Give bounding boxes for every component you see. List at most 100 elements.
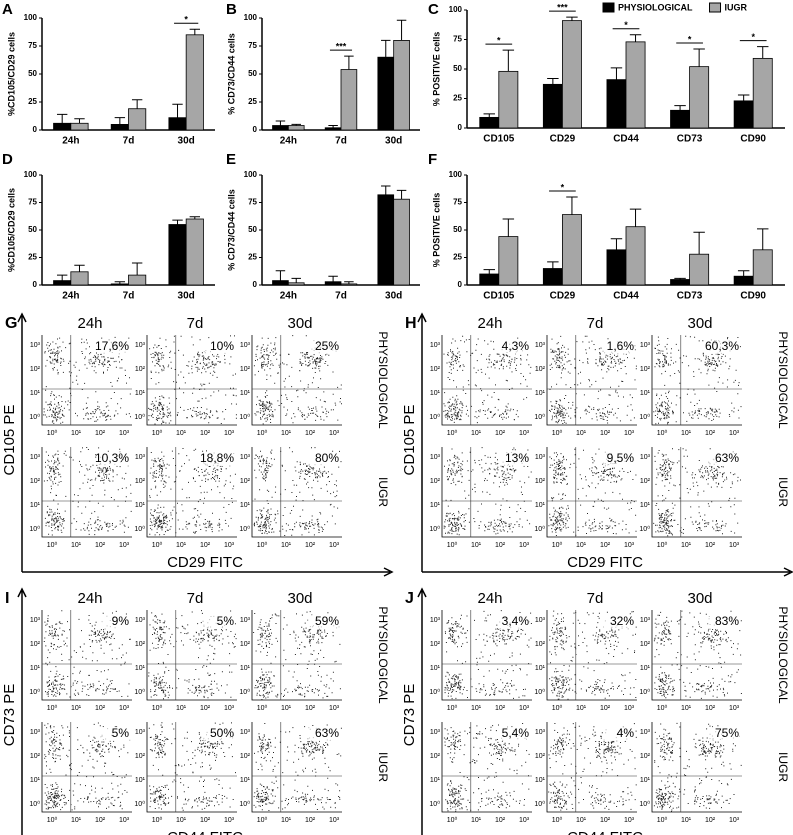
plot-y-tick: 10¹ <box>640 502 651 509</box>
plot-x-tick: 10¹ <box>71 430 82 437</box>
plot-y-tick: 10¹ <box>430 390 441 397</box>
label-bg <box>98 340 130 354</box>
error-bar <box>74 118 85 124</box>
significance-label: *** <box>557 2 568 12</box>
plot-frame <box>251 722 342 813</box>
y-axis-title: %CD105/CD29 cells <box>6 32 16 116</box>
plot-frame <box>651 722 742 813</box>
quadrant-lines <box>442 610 532 700</box>
error-bar <box>396 19 407 41</box>
plot-y-tick: 10² <box>135 366 146 373</box>
y-tick-label: 0 <box>253 280 258 289</box>
error-bar <box>114 281 126 284</box>
quadrant-lines <box>252 335 342 425</box>
quadrant-lines <box>442 335 532 425</box>
column-header: 7d <box>187 315 204 332</box>
error-bar <box>275 270 286 281</box>
plot-y-tick: 10³ <box>430 342 441 349</box>
y-tick-label: 100 <box>244 13 258 22</box>
bar <box>542 83 563 129</box>
plot-y-tick: 10² <box>535 366 546 373</box>
plot-frame <box>651 447 742 538</box>
error-bar <box>610 67 623 80</box>
plot-y-tick: 10³ <box>240 729 251 736</box>
plot-x-tick: 10² <box>305 430 316 437</box>
y-tick-label: 75 <box>28 198 37 207</box>
error-bar <box>757 228 769 250</box>
x-tick-label: 7d <box>123 136 135 147</box>
plot-y-tick: 10² <box>240 753 251 760</box>
cell-dots <box>253 447 342 536</box>
percentage: 9% <box>112 614 130 628</box>
percentage: 1,6% <box>607 339 635 353</box>
percentage: 5,4% <box>502 726 530 740</box>
error-bar <box>172 103 183 118</box>
plot-y-tick: 10³ <box>535 454 546 461</box>
plot-y-tick: 10² <box>240 366 251 373</box>
x-tick-label: 7d <box>335 291 347 302</box>
quadrant-lines <box>652 722 742 812</box>
plot-frame <box>41 610 132 701</box>
plot-y-tick: 10⁰ <box>239 688 250 696</box>
plot-x-tick: 10² <box>705 817 716 824</box>
bar <box>498 236 519 286</box>
x-tick-label: CD44 <box>613 134 639 145</box>
error-bar <box>674 105 686 111</box>
plot-x-tick: 10² <box>495 430 506 437</box>
error-bar <box>328 125 338 128</box>
column-header: 7d <box>587 590 604 607</box>
percentage: 18,8% <box>200 451 234 465</box>
y-arrow <box>417 587 427 835</box>
y-tick-label: 50 <box>453 225 462 234</box>
percentage: 50% <box>210 726 234 740</box>
y-tick-label: 100 <box>449 170 463 179</box>
cell-dots <box>548 448 637 536</box>
y-axis-title: CD105 PE <box>401 405 418 476</box>
bar <box>272 125 289 131</box>
plot-y-tick: 10³ <box>135 617 146 624</box>
plot-frame <box>41 335 132 426</box>
plot-x-tick: 10⁰ <box>447 541 458 549</box>
plot-y-tick: 10² <box>535 753 546 760</box>
plot-y-tick: 10¹ <box>30 390 41 397</box>
bar <box>377 56 395 131</box>
plot-y-tick: 10² <box>30 366 41 373</box>
bar <box>670 279 691 286</box>
error-bar <box>131 99 143 109</box>
legend-label: PHYSIOLOGICAL <box>618 2 693 12</box>
bar <box>498 70 519 129</box>
error-bar <box>737 94 750 101</box>
plot-y-tick: 10⁰ <box>134 525 145 533</box>
label-bg <box>98 727 130 741</box>
plot-x-tick: 10¹ <box>71 705 82 712</box>
x-tick-label: 24h <box>62 291 79 302</box>
plot-y-tick: 10¹ <box>240 777 251 784</box>
plot-y-tick: 10¹ <box>135 390 146 397</box>
error-bar <box>114 117 126 125</box>
row-label: PHYSIOLOGICAL <box>376 606 390 704</box>
plot-x-tick: 10⁰ <box>257 704 268 712</box>
row-label: IUGR <box>776 752 790 782</box>
y-tick-label: 100 <box>24 13 38 22</box>
bar <box>689 66 710 129</box>
label-bg <box>708 615 740 629</box>
y-tick-label: 100 <box>449 5 463 14</box>
plot-y-tick: 10² <box>640 366 651 373</box>
plot-y-tick: 10³ <box>135 342 146 349</box>
plot-frame <box>146 335 237 426</box>
plot-y-tick: 10⁰ <box>639 525 650 533</box>
plot-x-tick: 10¹ <box>576 430 587 437</box>
plot-x-tick: 10¹ <box>681 817 692 824</box>
y-tick-label: 25 <box>248 97 257 106</box>
label-bg <box>308 340 340 354</box>
panel-letter: I <box>5 590 9 607</box>
plot-y-tick: 10³ <box>30 454 41 461</box>
plot-x-tick: 10⁰ <box>152 429 163 437</box>
y-tick-label: 50 <box>28 225 37 234</box>
plot-frame <box>546 335 637 426</box>
error-bar <box>131 262 143 276</box>
plot-x-tick: 10¹ <box>576 542 587 549</box>
column-header: 24h <box>77 315 102 332</box>
plot-x-tick: 10³ <box>224 542 235 549</box>
column-header: 7d <box>187 590 204 607</box>
